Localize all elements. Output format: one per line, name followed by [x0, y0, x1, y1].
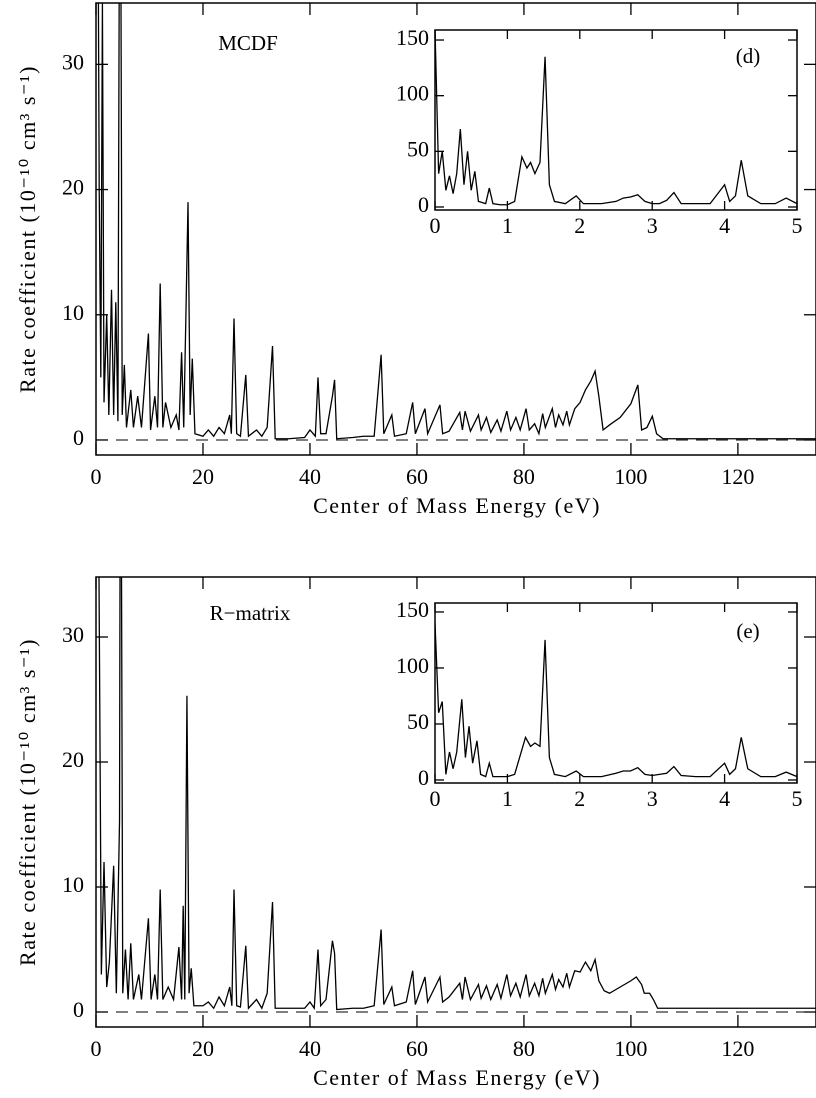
y-tick-label: 50 — [407, 136, 429, 161]
x-tick-label: 40 — [299, 464, 321, 489]
y-tick-label: 150 — [396, 597, 429, 622]
inset-background — [435, 603, 797, 783]
y-tick-label: 0 — [418, 192, 429, 217]
annotation: (e) — [736, 619, 759, 643]
y-axis-label: Rate coefficient (10⁻¹⁰ cm³ s⁻¹) — [15, 638, 40, 966]
x-axis-label: Center of Mass Energy (eV) — [313, 493, 601, 518]
frame — [95, 576, 816, 1028]
y-tick-label: 150 — [396, 25, 429, 50]
x-tick-label: 80 — [513, 1036, 535, 1061]
x-tick-label: 0 — [430, 213, 441, 238]
x-tick-label: 3 — [647, 786, 658, 811]
x-tick-label: 0 — [91, 1036, 102, 1061]
x-tick-label: 80 — [513, 464, 535, 489]
y-tick-label: 50 — [407, 709, 429, 734]
x-tick-label: 100 — [614, 1036, 647, 1061]
x-tick-label: 0 — [430, 786, 441, 811]
x-tick-label: 4 — [719, 213, 730, 238]
x-tick-label: 20 — [192, 464, 214, 489]
annotation: MCDF — [218, 31, 278, 55]
x-tick-label: 100 — [614, 464, 647, 489]
x-tick-label: 5 — [792, 213, 803, 238]
y-tick-label: 30 — [62, 622, 84, 647]
x-tick-label: 40 — [299, 1036, 321, 1061]
x-tick-label: 2 — [574, 786, 585, 811]
spectrum-line — [435, 30, 797, 206]
x-tick-label: 3 — [647, 213, 658, 238]
y-tick-label: 100 — [396, 81, 429, 106]
annotation: R−matrix — [210, 601, 291, 625]
x-tick-label: 120 — [721, 1036, 754, 1061]
frame — [95, 2, 816, 456]
x-tick-label: 20 — [192, 1036, 214, 1061]
x-tick-label: 4 — [719, 786, 730, 811]
spectrum-line — [435, 623, 797, 778]
y-tick-label: 30 — [62, 49, 84, 74]
y-tick-label: 100 — [396, 653, 429, 678]
y-tick-label: 10 — [62, 300, 84, 325]
x-tick-label: 1 — [502, 786, 513, 811]
spectrum-line — [98, 577, 816, 1011]
x-tick-label: 60 — [406, 1036, 428, 1061]
x-tick-label: 120 — [721, 464, 754, 489]
inset-background — [435, 30, 797, 210]
spectrum-line — [97, 3, 816, 440]
x-tick-label: 1 — [502, 213, 513, 238]
y-tick-label: 0 — [73, 997, 84, 1022]
x-tick-label: 60 — [406, 464, 428, 489]
y-axis-label: Rate coefficient (10⁻¹⁰ cm³ s⁻¹) — [15, 65, 40, 393]
x-axis-label: Center of Mass Energy (eV) — [313, 1065, 601, 1090]
frame — [434, 29, 798, 211]
x-tick-label: 0 — [91, 464, 102, 489]
x-tick-label: 2 — [574, 213, 585, 238]
y-tick-label: 10 — [62, 872, 84, 897]
frame — [434, 602, 798, 784]
y-tick-label: 0 — [418, 765, 429, 790]
y-tick-label: 0 — [73, 425, 84, 450]
x-tick-label: 5 — [792, 786, 803, 811]
annotation: (d) — [736, 44, 761, 68]
y-tick-label: 20 — [62, 175, 84, 200]
y-tick-label: 20 — [62, 747, 84, 772]
